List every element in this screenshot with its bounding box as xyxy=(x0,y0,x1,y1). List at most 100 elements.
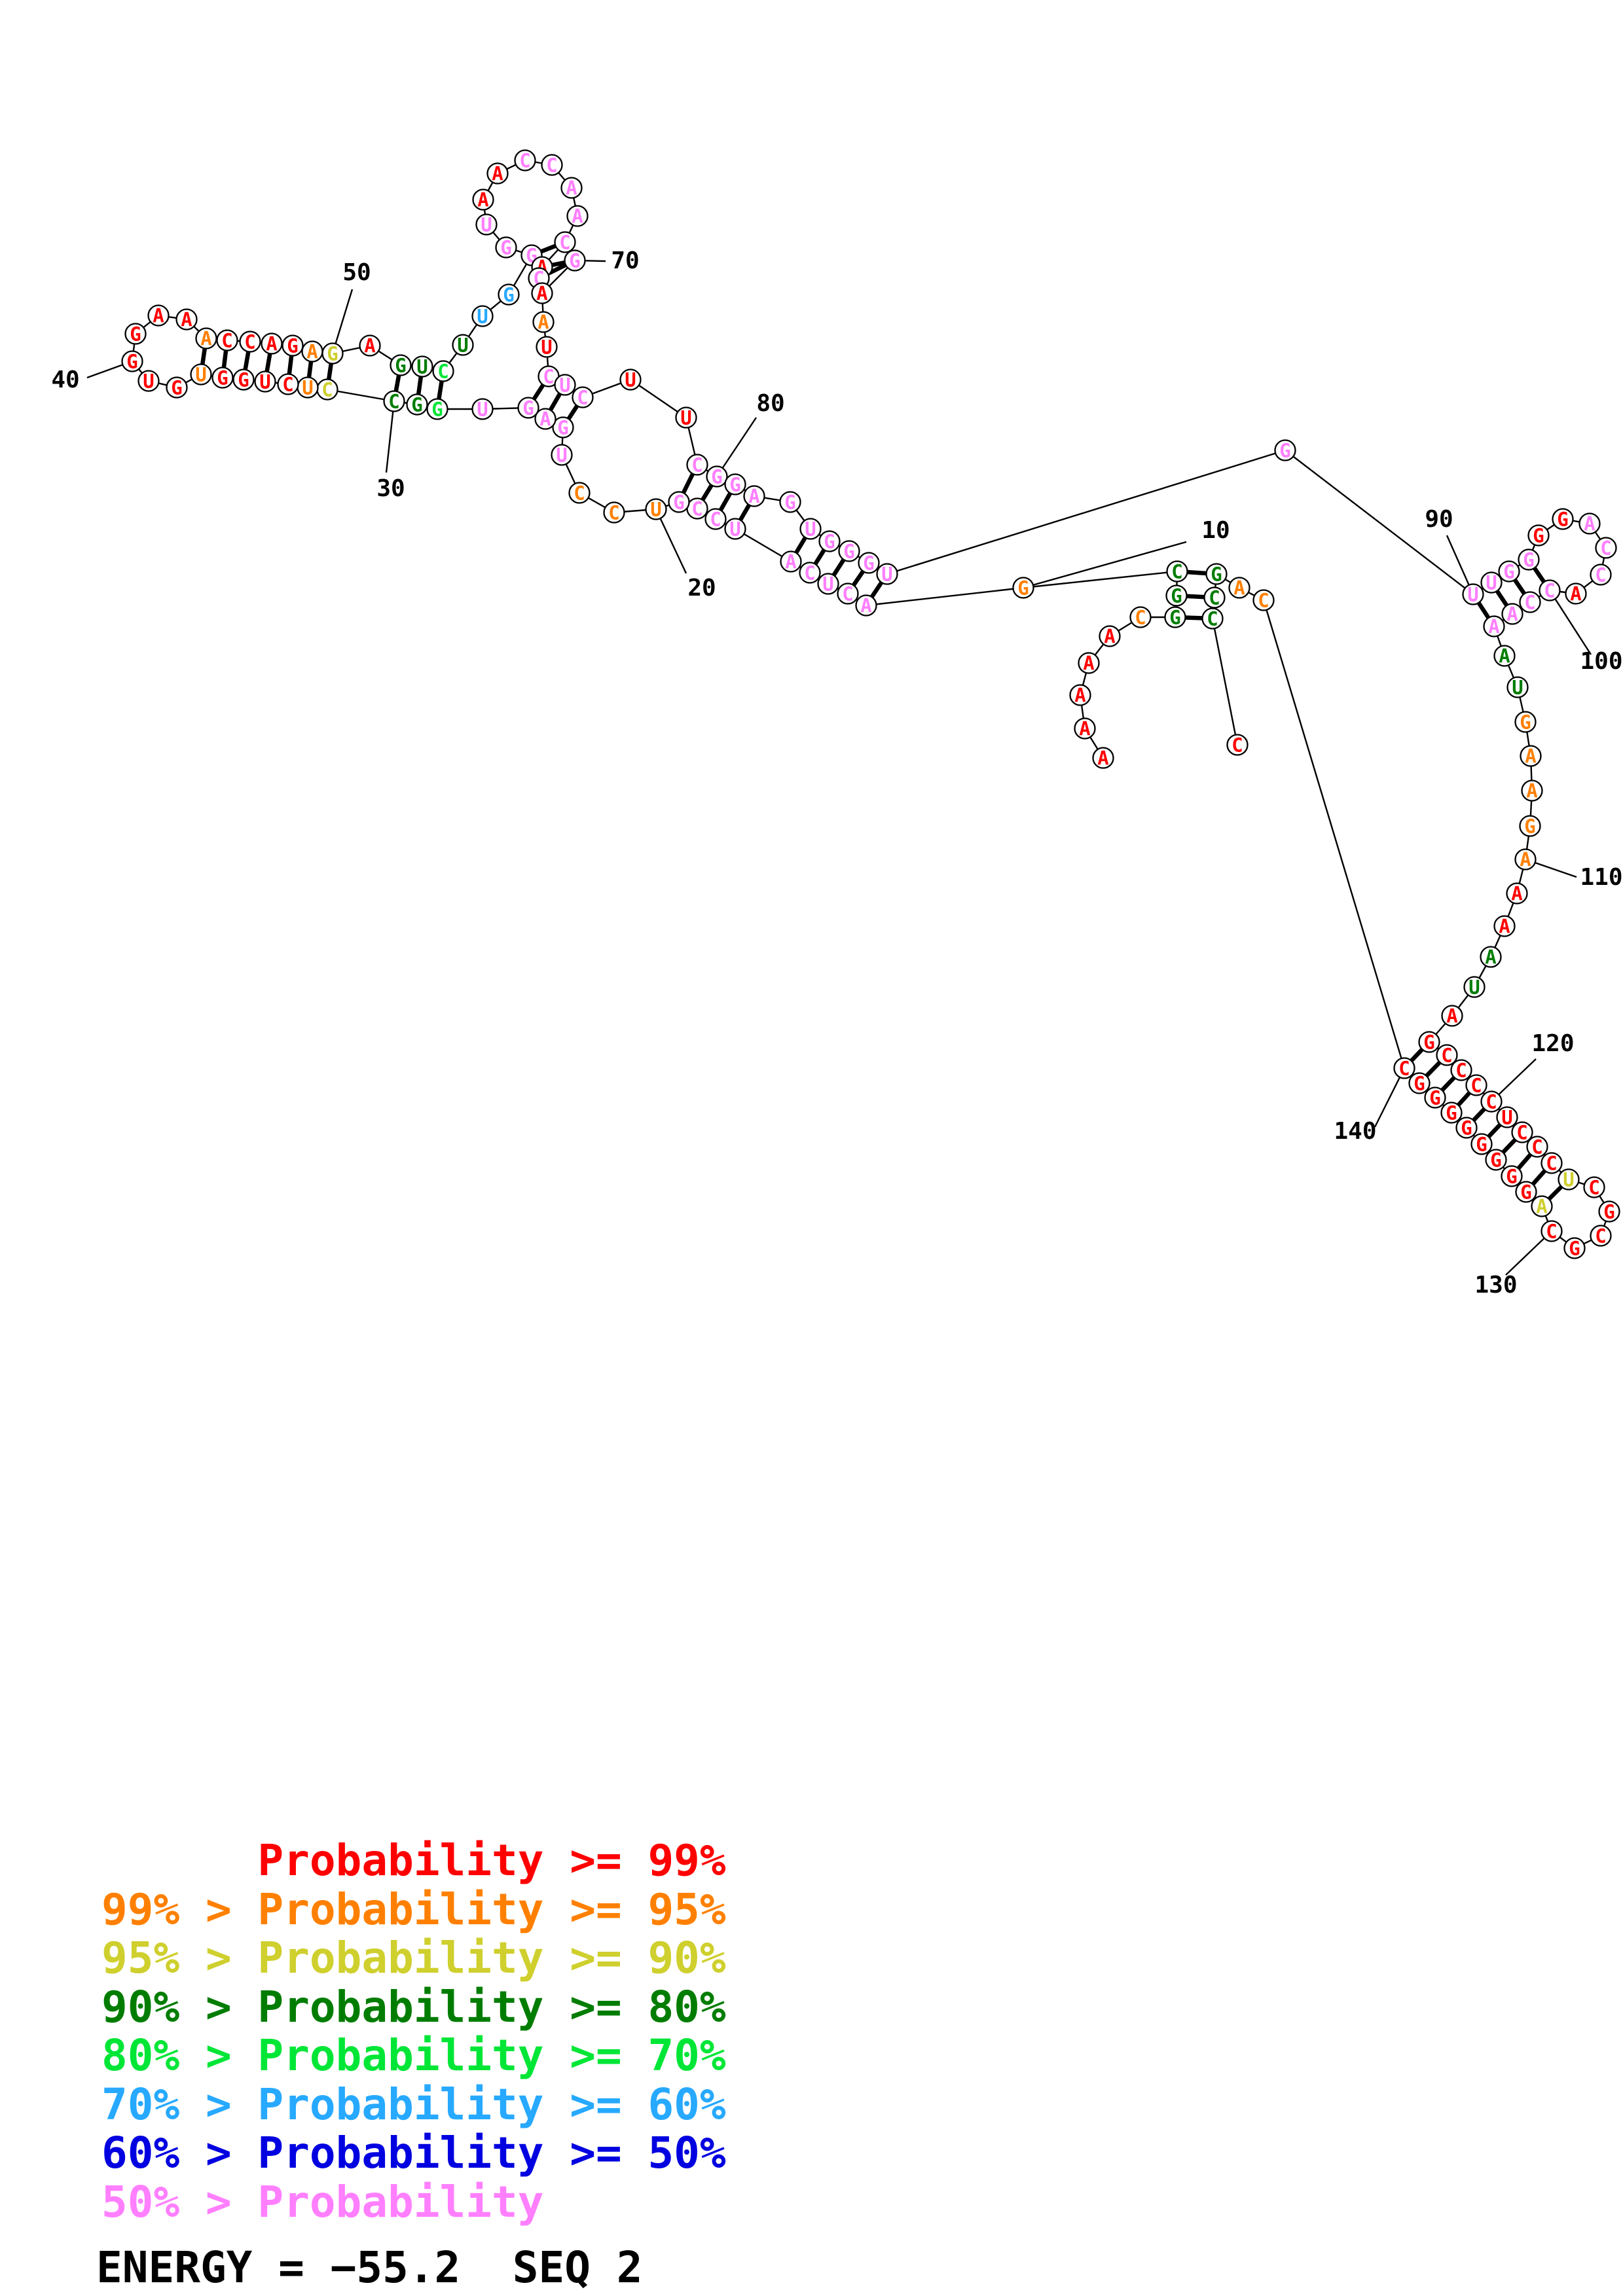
nucleotide-circle xyxy=(1440,1102,1463,1124)
nucleotide-letter: C xyxy=(1441,1045,1452,1067)
label-pointer-line xyxy=(1374,1067,1406,1128)
backbone-bond xyxy=(630,379,687,418)
nucleotide-circle xyxy=(780,550,802,573)
nucleotide-circle xyxy=(1424,1086,1446,1109)
label-pointer-line xyxy=(1548,590,1592,655)
nucleotide-letter: G xyxy=(411,394,422,416)
position-label: 130 xyxy=(1474,1272,1517,1299)
nucleotide-circle xyxy=(554,231,576,253)
nucleotide-letter: C xyxy=(519,150,530,172)
nucleotide-letter: C xyxy=(1546,1221,1557,1243)
nucleotide-circle xyxy=(1069,684,1091,706)
nucleotide-circle xyxy=(1598,1200,1620,1223)
nucleotide-circle xyxy=(1226,734,1249,756)
nucleotide-circle xyxy=(195,327,217,350)
nucleotide-circle xyxy=(1450,1059,1472,1081)
nucleotide-letter: A xyxy=(748,486,759,508)
nucleotide-circle xyxy=(724,473,746,495)
nucleotide-letter: C xyxy=(574,482,585,505)
nucleotide-letter: U xyxy=(477,399,488,421)
nucleotide-circle xyxy=(1493,915,1516,937)
nucleotide-letter: U xyxy=(881,564,892,586)
nucleotide-letter: A xyxy=(538,312,549,334)
nucleotide-circle xyxy=(799,562,821,584)
label-pointer-line xyxy=(655,509,687,574)
backbone-bond xyxy=(327,388,395,403)
nucleotide-letter: C xyxy=(543,366,554,388)
legend-line-p50: 60% > Probability >= 50% xyxy=(101,2128,726,2178)
nucleotide-circle xyxy=(1595,537,1617,559)
nucleotide-letter: C xyxy=(546,154,557,177)
nucleotide-letter: A xyxy=(566,177,577,200)
nucleotide-circle xyxy=(1480,946,1502,968)
nucleotide-letter: A xyxy=(364,335,375,357)
legend-line-p60: 70% > Probability >= 60% xyxy=(101,2079,726,2130)
label-pointer-line xyxy=(1023,541,1187,589)
nucleotide-circle xyxy=(1418,1031,1440,1053)
nucleotide-letter: A xyxy=(1520,849,1531,871)
nucleotide-circle xyxy=(566,205,589,227)
nucleotide-circle xyxy=(359,334,381,357)
nucleotide-letter: C xyxy=(321,379,333,401)
nucleotide-letter: C xyxy=(559,232,570,254)
backbone-bond xyxy=(1262,600,1406,1069)
nucleotide-letter: C xyxy=(691,498,702,520)
nucleotide-letter: C xyxy=(1595,1225,1606,1247)
nucleotide-circle xyxy=(1074,717,1096,740)
nucleotide-circle xyxy=(779,491,801,513)
nucleotide-circle xyxy=(564,249,586,272)
nucleotide-letter: G xyxy=(1490,1149,1501,1172)
energy-readout: ENERGY = −55.2 SEQ 2 xyxy=(96,2242,643,2293)
nucleotide-letter: G xyxy=(500,237,511,259)
nucleotide-circle xyxy=(554,374,576,396)
nucleotide-letter: C xyxy=(804,562,815,584)
nucleotide-letter: A xyxy=(1499,645,1510,668)
nucleotide-letter: G xyxy=(711,466,722,488)
nucleotide-circle xyxy=(1201,607,1224,630)
nucleotide-letter: U xyxy=(302,377,313,399)
nucleotide-letter: U xyxy=(541,336,552,359)
nucleotide-circle xyxy=(475,213,498,236)
nucleotide-letter: G xyxy=(327,343,338,365)
nucleotide-letter: A xyxy=(306,341,318,363)
position-label: 20 xyxy=(687,575,716,601)
backbone-bond xyxy=(886,449,1286,575)
position-label: 110 xyxy=(1580,864,1622,891)
nucleotide-circle xyxy=(1436,1044,1458,1066)
nucleotide-letter: C xyxy=(1544,580,1555,602)
nucleotide-circle xyxy=(668,491,690,513)
nucleotide-letter: C xyxy=(1171,561,1182,583)
nucleotide-letter: A xyxy=(1506,603,1518,626)
nucleotide-circle xyxy=(472,188,494,211)
nucleotide-letter: G xyxy=(1533,525,1544,547)
nucleotide-letter: G xyxy=(1279,440,1290,462)
nucleotide-circle xyxy=(383,390,405,412)
position-label: 90 xyxy=(1425,506,1453,533)
nucleotide-letter: C xyxy=(1209,587,1220,609)
nucleotide-letter: C xyxy=(221,330,232,352)
nucleotide-letter: C xyxy=(1455,1060,1467,1082)
nucleotide-letter: A xyxy=(1499,916,1510,938)
nucleotide-letter: C xyxy=(244,331,255,353)
backbone-bond xyxy=(866,586,1024,607)
nucleotide-letter: G xyxy=(1520,1181,1531,1204)
nucleotide-circle xyxy=(838,540,860,562)
nucleotide-circle xyxy=(817,573,839,595)
nucleotide-letter: A xyxy=(860,595,871,617)
nucleotide-letter: G xyxy=(863,552,874,575)
nucleotide-letter: C xyxy=(842,583,853,605)
nucleotide-circle xyxy=(1493,645,1516,667)
nucleotide-circle xyxy=(321,342,344,365)
nucleotide-circle xyxy=(471,398,494,420)
nucleotide-circle xyxy=(277,373,299,395)
nucleotide-letter: A xyxy=(1511,883,1522,905)
nucleotide-letter: C xyxy=(1546,1153,1557,1175)
nucleotide-circle xyxy=(1526,1136,1548,1158)
nucleotide-circle xyxy=(541,154,563,176)
nucleotide-circle xyxy=(1501,603,1523,625)
legend-line-p70: 80% > Probability >= 70% xyxy=(101,2030,726,2081)
nucleotide-letter: G xyxy=(1603,1201,1614,1223)
nucleotide-circle xyxy=(1539,579,1561,601)
nucleotide-circle xyxy=(1590,1225,1612,1247)
nucleotide-letter: G xyxy=(126,351,137,373)
